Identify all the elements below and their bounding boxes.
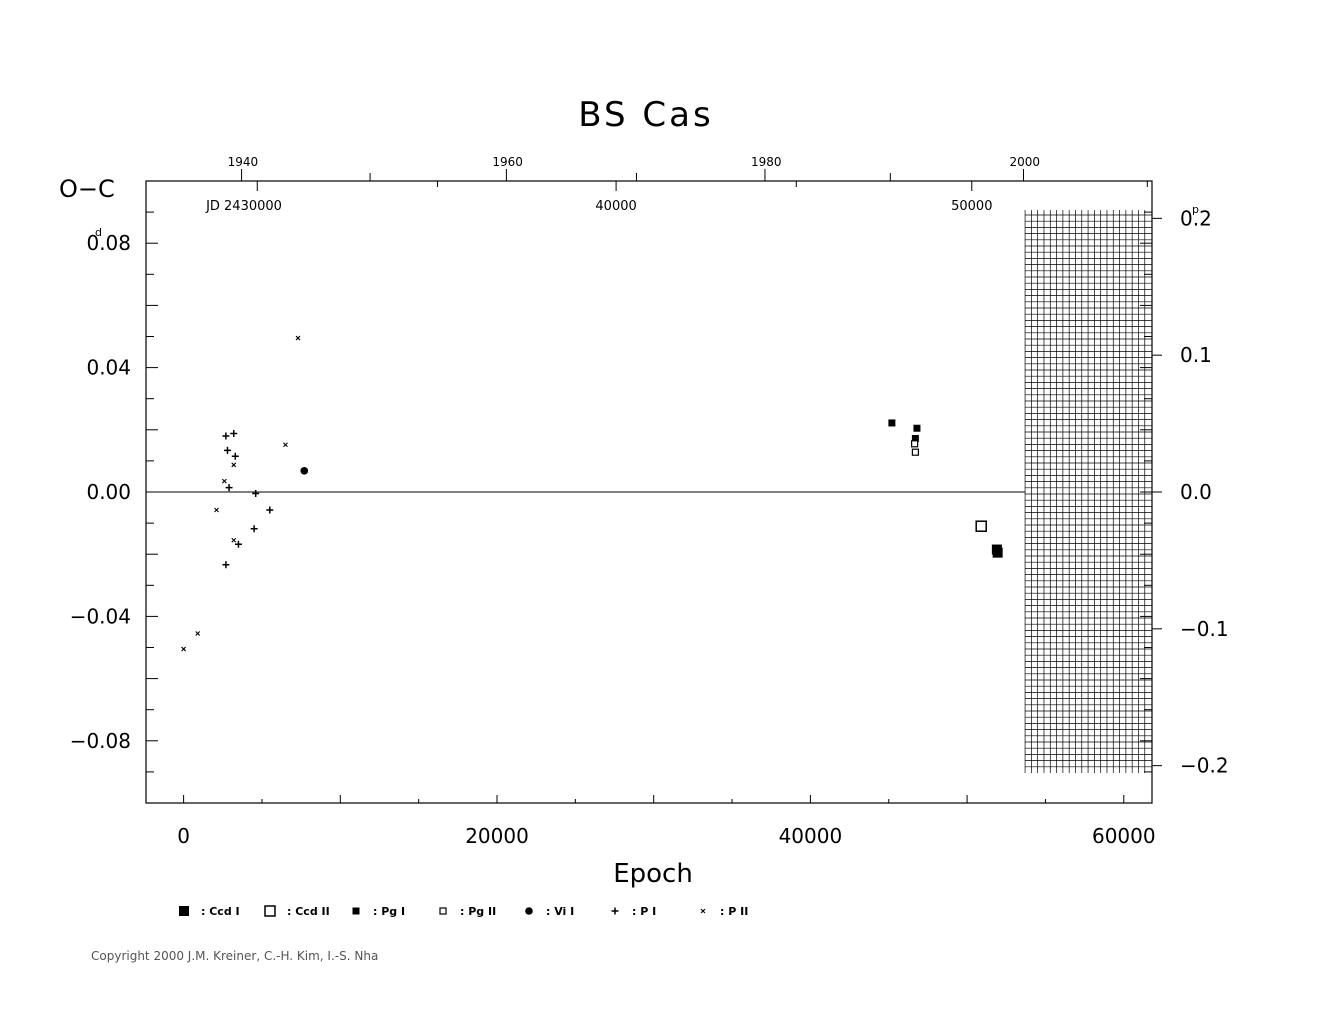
data-point <box>222 432 230 440</box>
y-unit-left: d <box>95 226 102 239</box>
top-jd-label: 50000 <box>951 199 992 214</box>
x-axis-label: Epoch <box>613 859 693 889</box>
chart-title: BS Cas <box>578 95 713 135</box>
data-point <box>992 547 1003 558</box>
future-grid <box>1024 210 1152 773</box>
data-point <box>231 452 239 460</box>
x-tick-label: 40000 <box>779 824 843 848</box>
legend-marker <box>264 905 276 917</box>
x-tick-label: 60000 <box>1092 824 1156 848</box>
legend-marker <box>352 907 360 915</box>
data-point <box>975 520 987 532</box>
legend-marker <box>439 907 447 915</box>
data-point <box>231 462 237 468</box>
data-point <box>266 506 274 514</box>
y-tick-label: −0.08 <box>70 729 131 753</box>
legend-marker <box>700 908 706 914</box>
right-tick-label: −0.1 <box>1180 617 1229 641</box>
legend-marker <box>611 907 619 915</box>
right-tick-label: 0.0 <box>1180 480 1212 504</box>
copyright-text: Copyright 2000 J.M. Kreiner, C.-H. Kim, … <box>91 949 379 963</box>
data-point <box>222 561 230 569</box>
data-point <box>195 631 201 636</box>
x-tick-label: 20000 <box>465 824 529 848</box>
y-axis-label: O−C <box>59 175 115 203</box>
y-unit-right: p <box>1192 203 1199 216</box>
data-point <box>283 442 288 448</box>
top-year-label: 1980 <box>751 155 782 169</box>
right-tick-label: −0.2 <box>1180 754 1229 778</box>
top-year-label: 2000 <box>1010 155 1041 169</box>
legend: : Ccd I : Ccd II : Pg I : Pg II : Vi I : P I:… <box>179 905 748 918</box>
data-point <box>231 537 237 543</box>
data-point <box>913 424 921 432</box>
data-point <box>181 646 186 652</box>
top-year-label: 1940 <box>228 155 259 169</box>
data-point <box>888 419 896 427</box>
top-jd-label: 40000 <box>595 199 636 214</box>
data-point <box>223 446 231 454</box>
legend-label: : Ccd II <box>287 905 330 918</box>
y-tick-label: 0.04 <box>86 356 131 380</box>
legend-label: : P II <box>720 905 748 918</box>
data-point <box>214 507 219 513</box>
right-tick-label: 0.2 <box>1180 206 1212 230</box>
data-point <box>225 484 233 492</box>
right-tick-label: 0.1 <box>1180 343 1212 367</box>
x-tick-label: 0 <box>177 824 190 848</box>
data-point <box>250 525 258 533</box>
legend-label: : Vi I <box>546 905 574 918</box>
data-point <box>911 440 919 448</box>
data-point <box>911 435 919 443</box>
data-point <box>230 430 238 438</box>
data-point <box>911 448 919 456</box>
legend-label: : Ccd I <box>201 905 240 918</box>
legend-marker <box>525 907 533 915</box>
data-point <box>295 335 301 341</box>
data-point <box>300 467 309 475</box>
legend-label: : Pg II <box>460 905 496 918</box>
top-year-label: 1960 <box>492 155 523 169</box>
top-jd-label: JD 2430000 <box>205 199 282 214</box>
legend-marker <box>179 906 189 916</box>
data-point <box>234 540 242 548</box>
legend-label: : Pg I <box>373 905 405 918</box>
y-tick-label: 0.00 <box>86 480 131 504</box>
legend-label: : P I <box>632 905 656 918</box>
data-point <box>221 478 227 484</box>
y-tick-label: 0.08 <box>86 231 131 255</box>
data-point <box>252 490 260 498</box>
y-tick-label: −0.04 <box>70 604 131 628</box>
